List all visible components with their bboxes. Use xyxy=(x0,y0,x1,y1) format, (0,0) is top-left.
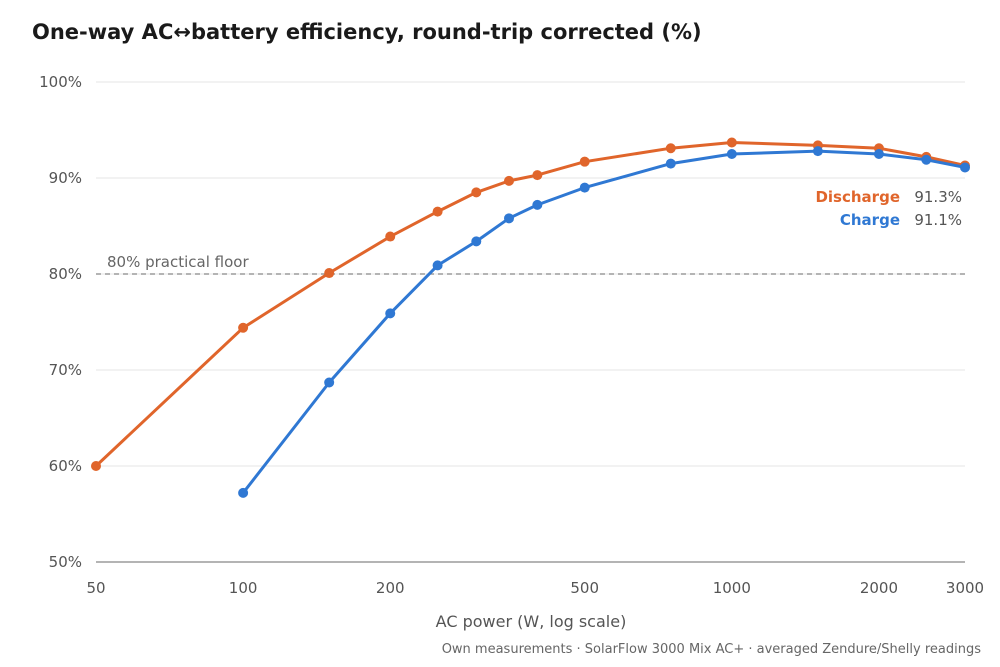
charge-point xyxy=(812,146,823,157)
charge-point xyxy=(532,199,543,210)
discharge-point xyxy=(726,137,737,148)
x-tick-label: 100 xyxy=(229,579,258,597)
reference-line-label: 80% practical floor xyxy=(107,253,249,271)
x-tick-label: 50 xyxy=(86,579,105,597)
discharge-point xyxy=(532,170,543,181)
x-tick-label: 3000 xyxy=(946,579,984,597)
charge-point xyxy=(238,487,249,498)
charge-end-value: 91.1% xyxy=(914,211,962,229)
y-tick-label: 80% xyxy=(49,265,82,283)
legend: 91.3% Discharge 91.1% Charge xyxy=(815,188,962,229)
axes: 50% 60% 70% 80% 90% 100% 50 100 200 500 1000 2000 30… xyxy=(39,73,984,597)
discharge-point xyxy=(324,268,335,279)
reference-line-group: 80% practical floor xyxy=(96,253,965,275)
x-tick-label: 200 xyxy=(376,579,405,597)
discharge-legend-label: Discharge xyxy=(815,188,900,206)
series-group xyxy=(91,137,970,498)
charge-point xyxy=(665,158,676,169)
discharge-end-value: 91.3% xyxy=(914,188,962,206)
y-tick-label: 50% xyxy=(49,553,82,571)
y-tick-label: 90% xyxy=(49,169,82,187)
discharge-point xyxy=(579,156,590,167)
charge-line xyxy=(241,149,967,495)
charge-point xyxy=(504,213,515,224)
x-tick-label: 1000 xyxy=(713,579,751,597)
y-tick-label: 70% xyxy=(49,361,82,379)
charge-point xyxy=(324,377,335,388)
charge-point xyxy=(385,308,396,319)
charge-point xyxy=(873,149,884,159)
x-axis-label: AC power (W, log scale) xyxy=(436,612,627,631)
charge-point xyxy=(579,182,590,193)
y-tick-label: 100% xyxy=(39,73,82,91)
x-tick-label: 500 xyxy=(570,579,599,597)
discharge-point xyxy=(385,231,396,242)
discharge-point xyxy=(471,187,482,198)
discharge-point xyxy=(665,143,676,154)
discharge-point xyxy=(504,175,515,186)
charge-point xyxy=(471,236,482,247)
source-note: Own measurements · SolarFlow 3000 Mix AC… xyxy=(442,642,982,657)
chart-title: One-way AC↔battery efficiency, round-tri… xyxy=(32,20,702,44)
charge-point xyxy=(726,149,737,159)
charge-point xyxy=(921,154,932,165)
x-tick-label: 2000 xyxy=(860,579,898,597)
charge-point xyxy=(960,162,970,173)
discharge-point xyxy=(432,206,443,217)
discharge-point xyxy=(91,461,101,471)
charge-point xyxy=(432,260,443,271)
discharge-point xyxy=(238,322,249,333)
charge-legend-label: Charge xyxy=(840,211,900,229)
y-tick-label: 60% xyxy=(49,457,82,475)
